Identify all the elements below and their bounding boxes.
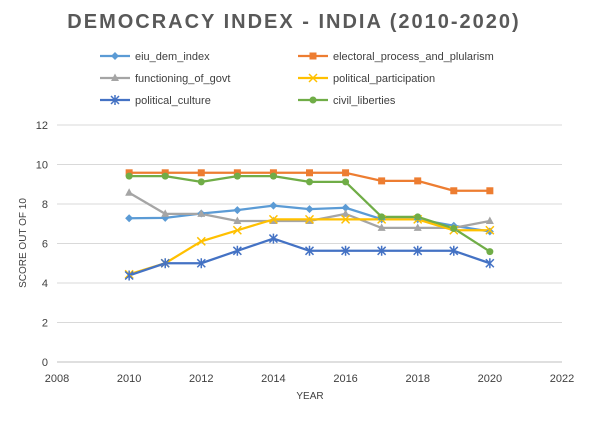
legend-label: civil_liberties — [333, 95, 396, 107]
data-point — [485, 258, 495, 269]
data-point — [413, 223, 422, 231]
data-point — [125, 188, 134, 196]
legend-label: electoral_process_and_plularism — [333, 51, 494, 63]
legend-item: political_participation — [298, 73, 435, 85]
legend-label: political_participation — [333, 73, 435, 85]
data-point — [125, 172, 133, 180]
data-point — [233, 172, 241, 180]
data-point — [268, 214, 278, 224]
legend-item: civil_liberties — [298, 95, 396, 107]
legend-marker — [111, 52, 119, 60]
data-point — [485, 227, 494, 236]
series-line-political-culture — [128, 237, 491, 277]
legend-label: political_culture — [135, 95, 211, 107]
data-point — [160, 258, 170, 269]
data-point — [306, 178, 313, 186]
data-point — [125, 214, 134, 223]
gridlines — [57, 124, 562, 363]
data-point — [486, 248, 494, 256]
series-markers-civil-liberties — [125, 172, 494, 256]
y-tick-label: 2 — [42, 318, 48, 330]
chart-title: DEMOCRACY INDEX - INDIA (2010-2020) — [67, 11, 520, 33]
legend-item: eiu_dem_index — [100, 51, 210, 63]
data-point — [269, 172, 277, 180]
y-tick-label: 8 — [42, 199, 48, 211]
x-tick-label: 2010 — [117, 373, 141, 385]
data-point — [197, 169, 205, 177]
data-point — [233, 206, 242, 215]
y-tick-label: 0 — [42, 357, 48, 369]
legend-marker — [309, 52, 317, 60]
x-tick-label: 2018 — [405, 373, 429, 385]
legend-label: functioning_of_govt — [135, 73, 230, 85]
data-point — [233, 216, 242, 224]
data-point — [486, 187, 494, 195]
data-point — [306, 169, 313, 177]
data-point — [197, 209, 206, 217]
x-tick-label: 2014 — [261, 373, 285, 385]
y-tick-label: 10 — [36, 160, 48, 172]
legend-label: eiu_dem_index — [135, 51, 210, 63]
data-point — [232, 245, 242, 256]
data-point — [378, 177, 386, 185]
data-point — [196, 236, 206, 246]
data-point — [377, 223, 386, 231]
data-point — [485, 225, 495, 235]
data-point — [305, 205, 314, 214]
data-point — [232, 225, 242, 235]
series-markers-political-culture — [124, 233, 495, 281]
data-point — [304, 245, 315, 256]
x-tick-labels: 2008 2010 2012 2014 2016 2018 2020 2022 — [45, 373, 574, 385]
legend-marker — [111, 73, 119, 81]
legend-marker — [110, 95, 120, 105]
data-point — [450, 224, 458, 232]
data-point — [377, 245, 387, 256]
x-tick-label: 2020 — [478, 373, 502, 385]
y-tick-labels: 0 2 4 6 8 10 12 — [36, 120, 48, 369]
data-point — [197, 178, 205, 186]
x-tick-label: 2008 — [45, 373, 69, 385]
series-markers — [124, 169, 495, 281]
series-lines — [128, 171, 491, 277]
data-point — [161, 209, 170, 217]
legend: eiu_dem_index electoral_process_and_plula… — [100, 51, 494, 107]
data-point — [378, 213, 386, 221]
data-point — [449, 245, 459, 256]
x-tick-label: 2022 — [550, 373, 574, 385]
data-point — [341, 214, 351, 224]
x-tick-label: 2016 — [333, 373, 357, 385]
legend-item: political_culture — [100, 95, 211, 107]
legend-marker — [308, 73, 318, 83]
legend-marker — [309, 96, 317, 104]
data-point — [414, 213, 422, 221]
data-point — [342, 169, 350, 177]
legend-item: functioning_of_govt — [100, 73, 230, 85]
data-point — [196, 258, 206, 269]
data-point — [342, 178, 350, 186]
x-tick-label: 2012 — [189, 373, 213, 385]
data-point — [268, 233, 278, 244]
y-tick-label: 4 — [42, 278, 48, 290]
data-point — [124, 270, 134, 281]
y-tick-label: 6 — [42, 239, 48, 251]
data-point — [161, 172, 169, 180]
data-point — [341, 203, 350, 212]
data-point — [485, 216, 494, 224]
y-tick-label: 12 — [36, 120, 48, 132]
data-point — [341, 245, 351, 256]
data-point — [413, 245, 423, 256]
data-point — [269, 201, 278, 210]
data-point — [341, 209, 350, 217]
data-point — [414, 177, 422, 185]
x-axis-title: YEAR — [296, 391, 323, 402]
data-point — [304, 214, 315, 224]
legend-item: electoral_process_and_plularism — [298, 51, 494, 63]
data-point — [450, 187, 458, 195]
y-axis-title: SCORE OUT OF 10 — [18, 198, 29, 288]
